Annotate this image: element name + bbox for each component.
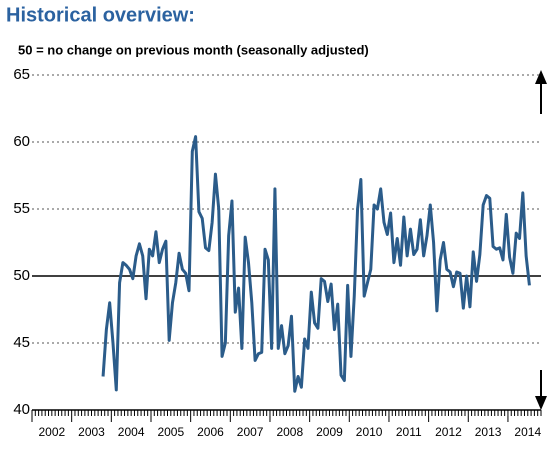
y-tick-label: 50	[13, 267, 30, 284]
x-tick-label: 2012	[435, 425, 462, 439]
y-tick-label: 60	[13, 133, 30, 150]
y-tick-label: 65	[13, 66, 30, 83]
x-tick-label: 2005	[157, 425, 184, 439]
up-arrow	[535, 70, 547, 114]
x-tick-label: 2011	[396, 425, 422, 439]
data-line	[101, 135, 531, 393]
x-tick-label: 2008	[276, 425, 303, 439]
x-tick-label: 2010	[356, 425, 383, 439]
x-tick-label: 2009	[316, 425, 343, 439]
down-arrow	[535, 370, 547, 410]
x-tick-label: 2014	[514, 425, 541, 439]
x-tick-label: 2002	[38, 425, 65, 439]
chart-subtitle: 50 = no change on previous month (season…	[18, 42, 369, 57]
x-tick-label: 2006	[197, 425, 224, 439]
chart-title: Historical overview:	[6, 4, 195, 26]
y-tick-label: 55	[13, 200, 30, 217]
x-tick-label: 2004	[118, 425, 145, 439]
x-tick-label: 2013	[475, 425, 502, 439]
x-tick-label: 2007	[237, 425, 264, 439]
y-tick-label: 45	[13, 334, 30, 351]
x-tick-label: 2003	[78, 425, 105, 439]
y-tick-label: 40	[13, 401, 30, 418]
